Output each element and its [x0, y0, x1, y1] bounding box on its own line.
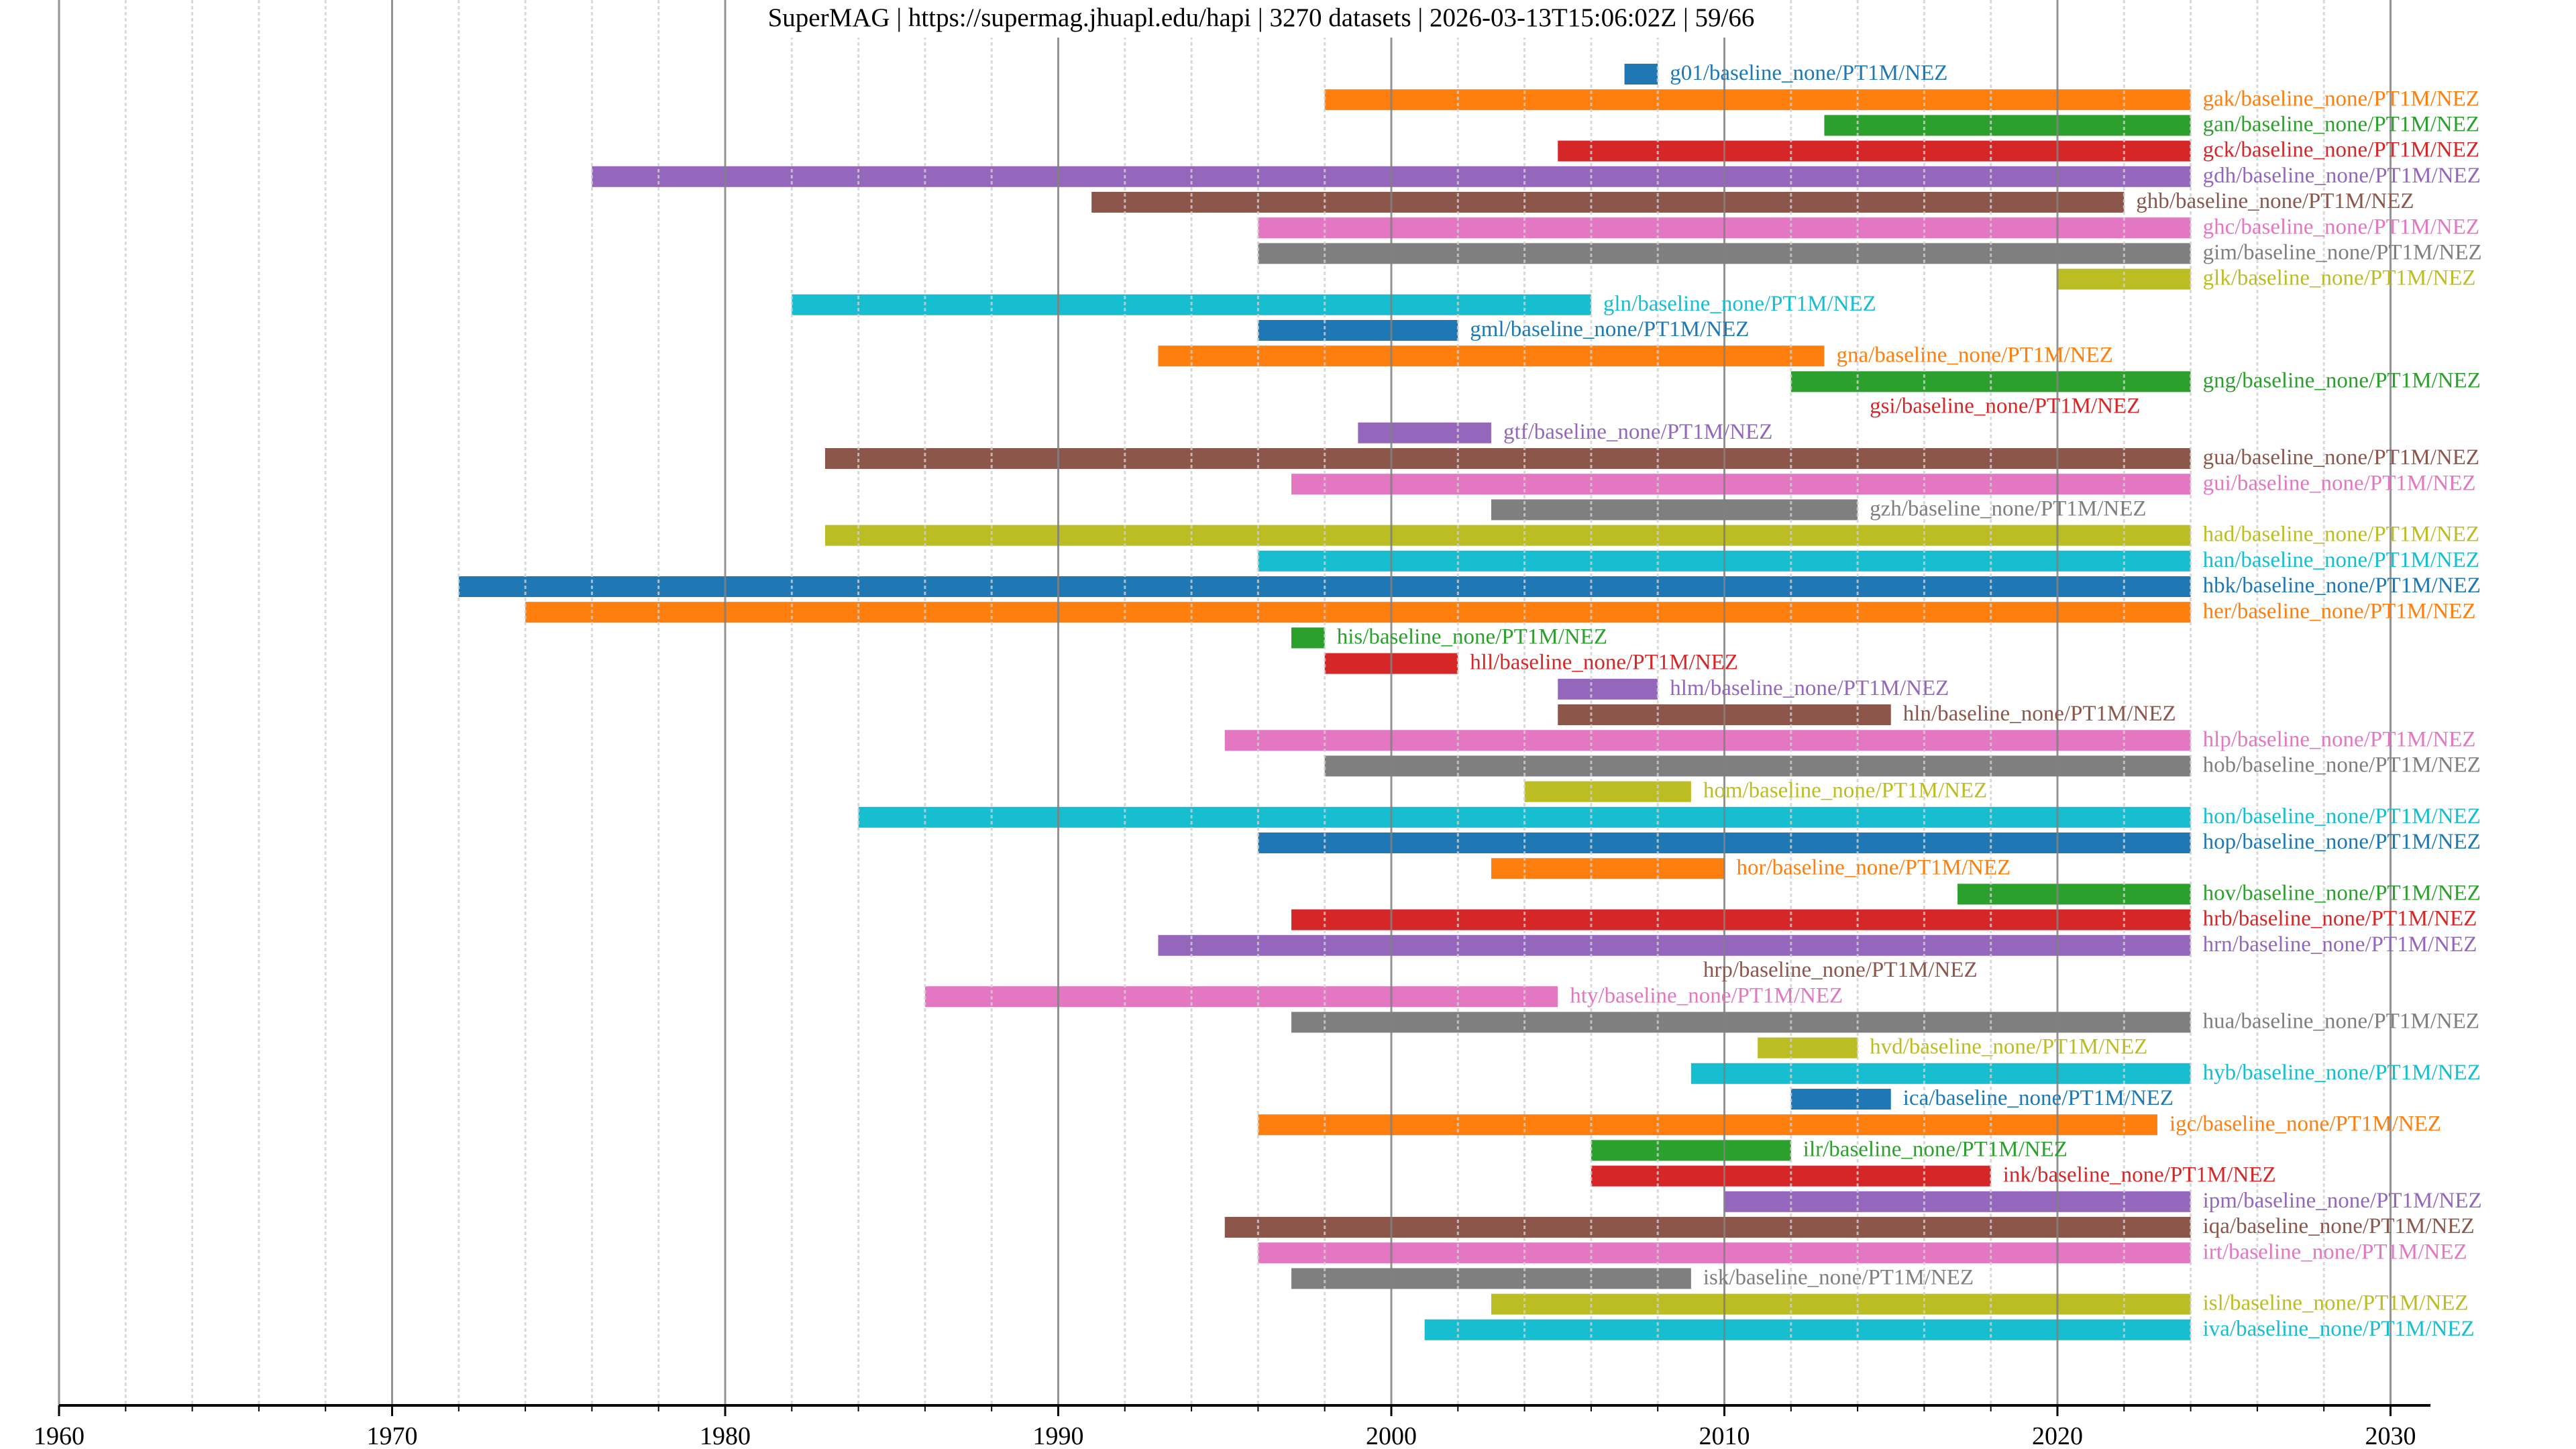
bar-label-hlm: hlm/baseline_none/PT1M/NEZ: [1670, 676, 1949, 700]
bar-label-gua: gua/baseline_none/PT1M/NEZ: [2203, 445, 2479, 470]
bar-label-ipm: ipm/baseline_none/PT1M/NEZ: [2203, 1189, 2482, 1213]
bar-hrn[interactable]: [1158, 934, 2191, 956]
bar-gck[interactable]: [1558, 140, 2191, 162]
bar-hyb[interactable]: [1690, 1063, 2191, 1084]
bar-label-hvd: hvd/baseline_none/PT1M/NEZ: [1870, 1035, 2147, 1059]
chart-title: SuperMAG | https://supermag.jhuapl.edu/h…: [768, 3, 1755, 32]
bar-label-gsi: gsi/baseline_none/PT1M/NEZ: [1870, 394, 2140, 419]
bar-had[interactable]: [824, 525, 2191, 546]
bar-hlp[interactable]: [1224, 730, 2191, 751]
bar-label-hov: hov/baseline_none/PT1M/NEZ: [2203, 881, 2481, 905]
bar-iva[interactable]: [1424, 1319, 2191, 1340]
bar-label-ghb: ghb/baseline_none/PT1M/NEZ: [2136, 189, 2414, 213]
bar-label-gtf: gtf/baseline_none/PT1M/NEZ: [1503, 420, 1772, 444]
bar-gui[interactable]: [1291, 474, 2191, 495]
bar-label-hon: hon/baseline_none/PT1M/NEZ: [2203, 804, 2481, 828]
bar-ica[interactable]: [1790, 1089, 1891, 1110]
bar-hvd[interactable]: [1758, 1037, 1858, 1059]
bar-hrb[interactable]: [1291, 909, 2191, 930]
bar-label-his: his/baseline_none/PT1M/NEZ: [1337, 625, 1607, 649]
bar-label-gan: gan/baseline_none/PT1M/NEZ: [2203, 112, 2479, 136]
bar-label-gak: gak/baseline_none/PT1M/NEZ: [2203, 87, 2479, 111]
bar-gua[interactable]: [824, 448, 2191, 469]
bar-label-isk: isk/baseline_none/PT1M/NEZ: [1703, 1265, 1974, 1289]
bar-label-gui: gui/baseline_none/PT1M/NEZ: [2203, 471, 2476, 495]
bar-label-hop: hop/baseline_none/PT1M/NEZ: [2203, 830, 2481, 854]
bar-ghb[interactable]: [1091, 192, 2125, 213]
gridlines-layer: [58, 0, 2392, 1405]
bar-label-ghc: ghc/baseline_none/PT1M/NEZ: [2203, 215, 2479, 239]
bar-hov[interactable]: [1957, 883, 2191, 905]
bar-label-gna: gna/baseline_none/PT1M/NEZ: [1836, 343, 2112, 367]
bar-label-hbk: hbk/baseline_none/PT1M/NEZ: [2203, 574, 2481, 598]
bar-hor[interactable]: [1491, 858, 1725, 879]
bar-label-ica: ica/baseline_none/PT1M/NEZ: [1903, 1086, 2174, 1110]
bar-label-hlp: hlp/baseline_none/PT1M/NEZ: [2203, 727, 2476, 751]
bar-label-iqa: iqa/baseline_none/PT1M/NEZ: [2203, 1214, 2475, 1238]
bar-label-isl: isl/baseline_none/PT1M/NEZ: [2203, 1291, 2469, 1316]
x-tick-label: 1990: [1033, 1422, 1084, 1449]
bar-label-irt: irt/baseline_none/PT1M/NEZ: [2203, 1240, 2467, 1264]
bar-hua[interactable]: [1291, 1012, 2191, 1033]
bar-label-hrb: hrb/baseline_none/PT1M/NEZ: [2203, 907, 2477, 931]
bar-label-igc: igc/baseline_none/PT1M/NEZ: [2169, 1112, 2441, 1136]
title-background: [761, 0, 1762, 38]
bar-labels-layer: g01/baseline_none/PT1M/NEZ gak/baseline_n…: [1337, 61, 2482, 1341]
bar-her[interactable]: [525, 602, 2191, 623]
bar-label-gzh: gzh/baseline_none/PT1M/NEZ: [1870, 496, 2146, 521]
bar-label-hrn: hrn/baseline_none/PT1M/NEZ: [2203, 932, 2477, 957]
x-tick-label: 2020: [2032, 1422, 2083, 1449]
bar-label-iva: iva/baseline_none/PT1M/NEZ: [2203, 1317, 2475, 1341]
bar-label-gml: gml/baseline_none/PT1M/NEZ: [1470, 317, 1749, 341]
x-tick-label: 2010: [1699, 1422, 1750, 1449]
bar-label-gim: gim/baseline_none/PT1M/NEZ: [2203, 240, 2482, 264]
bar-label-gck: gck/baseline_none/PT1M/NEZ: [2203, 138, 2479, 162]
bar-label-ink: ink/baseline_none/PT1M/NEZ: [2003, 1163, 2276, 1187]
bar-label-hua: hua/baseline_none/PT1M/NEZ: [2203, 1009, 2479, 1033]
x-tick-label: 1980: [700, 1422, 751, 1449]
x-axis: 1960 1970 1980 1990 2000 2010 2020 2030: [34, 1404, 2431, 1449]
bar-label-hor: hor/baseline_none/PT1M/NEZ: [1737, 855, 2011, 879]
bar-label-hrp: hrp/baseline_none/PT1M/NEZ: [1703, 958, 1978, 982]
bar-ink[interactable]: [1591, 1165, 1991, 1187]
bar-label-gln: gln/baseline_none/PT1M/NEZ: [1603, 292, 1876, 316]
bar-hob[interactable]: [1324, 755, 2191, 777]
bar-label-ilr: ilr/baseline_none/PT1M/NEZ: [1803, 1137, 2068, 1161]
bar-gml[interactable]: [1258, 320, 1458, 341]
bar-label-hln: hln/baseline_none/PT1M/NEZ: [1903, 702, 2176, 726]
bar-label-g01: g01/baseline_none/PT1M/NEZ: [1670, 61, 1947, 85]
bar-gan[interactable]: [1824, 115, 2191, 136]
bar-label-gng: gng/baseline_none/PT1M/NEZ: [2203, 368, 2481, 392]
x-tick-label: 1970: [367, 1422, 418, 1449]
bar-gak[interactable]: [1324, 89, 2191, 111]
x-tick-label: 2030: [2365, 1422, 2416, 1449]
bar-isk[interactable]: [1291, 1268, 1691, 1289]
bar-isl[interactable]: [1491, 1293, 2191, 1315]
bar-label-hom: hom/baseline_none/PT1M/NEZ: [1703, 779, 1987, 803]
bar-label-hty: hty/baseline_none/PT1M/NEZ: [1570, 983, 1843, 1008]
bar-label-gdh: gdh/baseline_none/PT1M/NEZ: [2203, 164, 2481, 188]
bar-igc[interactable]: [1258, 1114, 2157, 1136]
bar-ilr[interactable]: [1591, 1140, 1791, 1161]
bar-hom[interactable]: [1524, 781, 1691, 802]
bar-hty[interactable]: [924, 986, 1558, 1008]
bar-label-han: han/baseline_none/PT1M/NEZ: [2203, 548, 2479, 572]
x-tick-label: 2000: [1366, 1422, 1417, 1449]
bar-iqa[interactable]: [1224, 1217, 2191, 1238]
bar-label-hyb: hyb/baseline_none/PT1M/NEZ: [2203, 1061, 2481, 1085]
bar-label-had: had/baseline_none/PT1M/NEZ: [2203, 523, 2479, 547]
bar-hlm[interactable]: [1558, 678, 1658, 700]
bar-gtf[interactable]: [1358, 422, 1491, 443]
bar-his[interactable]: [1291, 627, 1325, 649]
bar-label-hll: hll/baseline_none/PT1M/NEZ: [1470, 651, 1738, 675]
bar-ipm[interactable]: [1724, 1191, 2191, 1212]
bar-gna[interactable]: [1158, 345, 1825, 367]
bar-g01[interactable]: [1624, 64, 1658, 85]
x-tick-label: 1960: [34, 1422, 85, 1449]
bar-gzh[interactable]: [1491, 499, 1858, 521]
bar-label-her: her/baseline_none/PT1M/NEZ: [2203, 599, 2476, 623]
bar-label-glk: glk/baseline_none/PT1M/NEZ: [2203, 266, 2476, 290]
bar-label-hob: hob/baseline_none/PT1M/NEZ: [2203, 753, 2481, 777]
